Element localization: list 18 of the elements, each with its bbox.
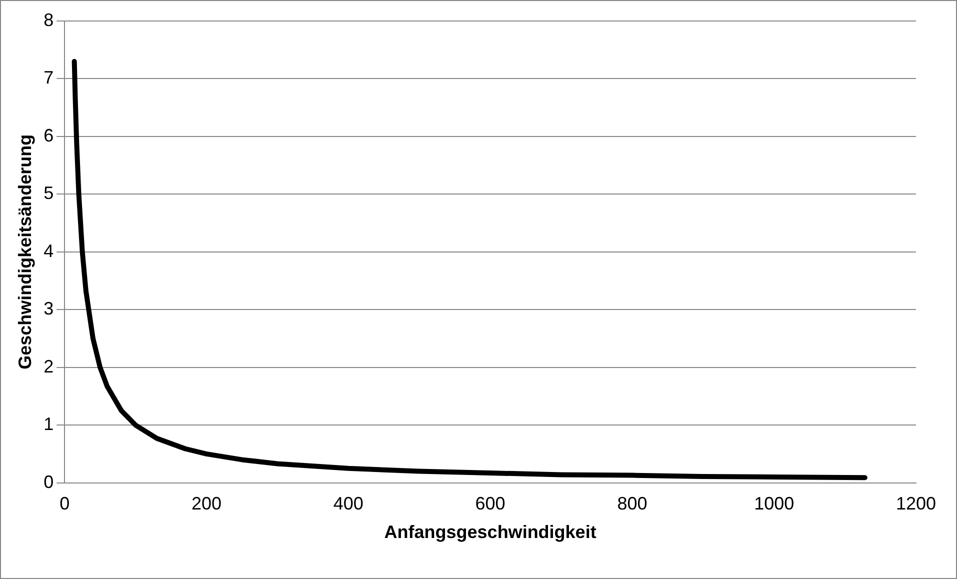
y-tick-label: 5: [44, 183, 54, 204]
x-tick-label: 400: [333, 494, 364, 514]
x-axis-title: Anfangsgeschwindigkeit: [384, 522, 596, 542]
x-tick-label: 1000: [754, 494, 794, 514]
y-tick-label: 8: [44, 10, 54, 30]
y-tick-label: 6: [44, 125, 54, 146]
x-tick-label: 800: [617, 494, 648, 514]
y-tick-label: 0: [44, 472, 54, 492]
x-tick-label: 0: [60, 494, 70, 514]
x-tick-label: 200: [191, 494, 222, 514]
y-tick-label: 2: [44, 356, 54, 376]
y-tick-label: 1: [44, 414, 54, 434]
y-tick-label: 4: [44, 240, 54, 261]
x-tick-label: 1200: [896, 494, 936, 514]
x-tick-label: 600: [475, 494, 506, 514]
y-axis-title: Geschwindigkeitsänderung: [14, 134, 35, 370]
y-tick-label: 3: [44, 298, 54, 319]
y-tick-label: 7: [44, 68, 54, 88]
